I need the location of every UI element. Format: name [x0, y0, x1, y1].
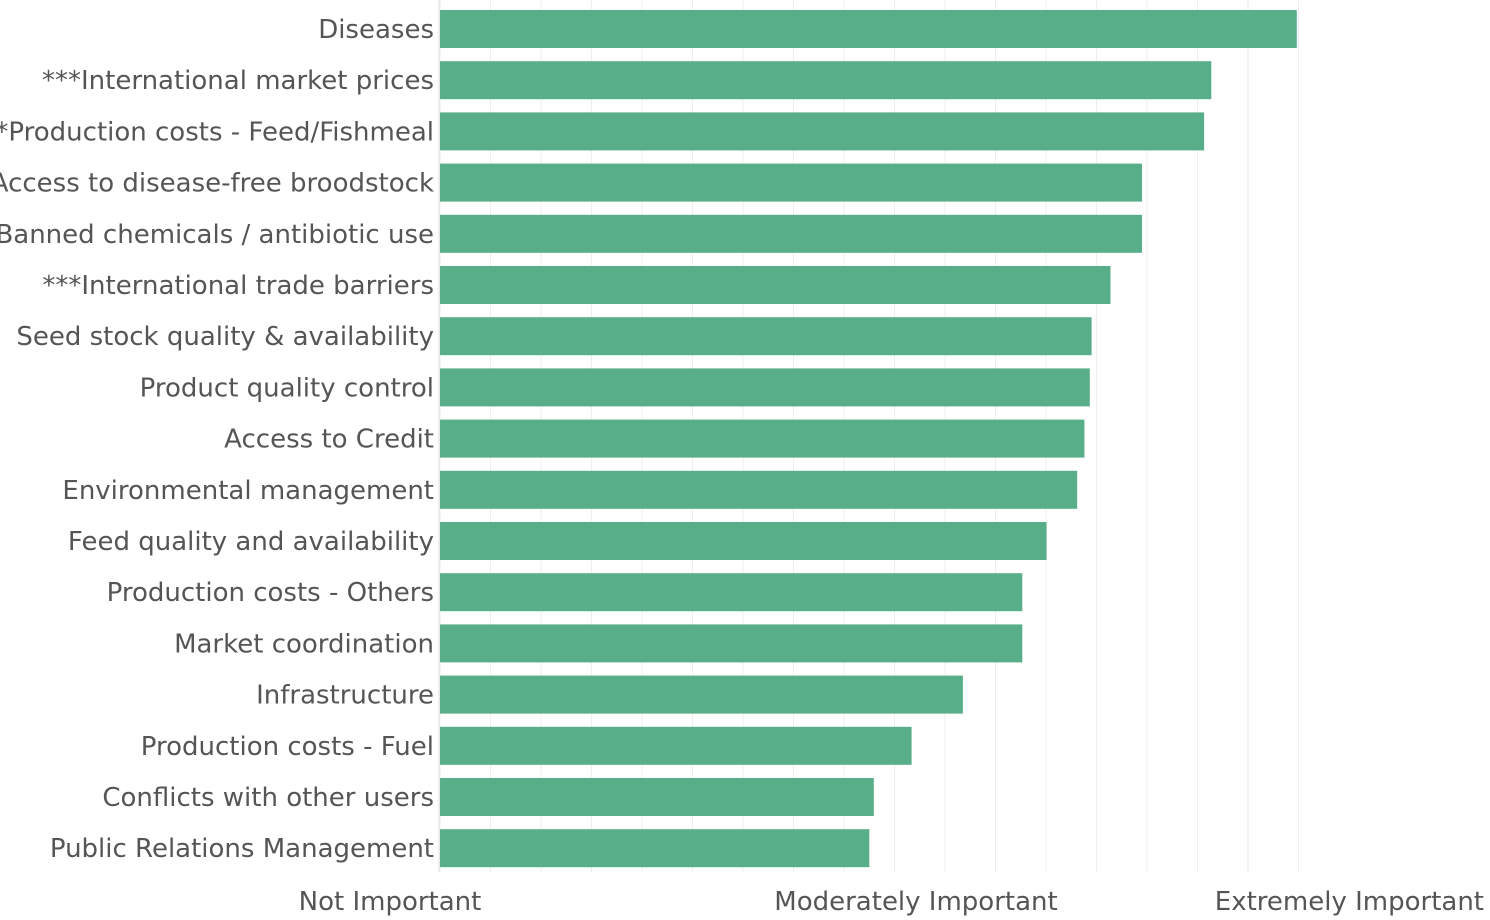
category-label: Public Relations Management	[50, 834, 434, 864]
bar	[440, 778, 874, 816]
bar	[440, 726, 912, 765]
category-label: Diseases	[318, 15, 434, 45]
category-label: Infrastructure	[256, 681, 434, 711]
bar	[440, 61, 1212, 100]
bar	[440, 266, 1111, 304]
bar	[440, 573, 1023, 612]
x-tick-label: Moderately Important	[774, 887, 1057, 916]
category-label: Seed stock quality & availability	[16, 322, 434, 352]
bar	[440, 470, 1078, 509]
bar	[440, 522, 1047, 560]
category-label: Banned chemicals / antibiotic use	[0, 220, 434, 250]
bar	[440, 624, 1023, 663]
category-label: ***Production costs - Feed/Fishmeal	[0, 117, 434, 147]
category-label: Market coordination	[174, 629, 434, 659]
bar	[440, 368, 1090, 407]
category-label: ***International market prices	[42, 66, 434, 96]
category-label: Environmental management	[62, 476, 434, 506]
category-label: Conflicts with other users	[102, 783, 434, 813]
bar	[440, 317, 1092, 356]
bar	[440, 163, 1142, 202]
bar	[440, 675, 963, 714]
category-label: Access to Credit	[224, 425, 434, 455]
category-label: ***International trade barriers	[42, 271, 434, 301]
category-label: Production costs - Fuel	[141, 732, 434, 762]
category-label: Access to disease-free broodstock	[0, 169, 434, 199]
bar	[440, 10, 1297, 48]
bar	[440, 112, 1205, 151]
bar	[440, 829, 870, 868]
category-label: Product quality control	[140, 373, 434, 403]
category-label: Feed quality and availability	[68, 527, 434, 557]
x-tick-label: Extremely Important	[1215, 887, 1484, 916]
category-label: Production costs - Others	[107, 578, 434, 608]
x-tick-label: Not Important	[299, 887, 482, 916]
bar	[440, 419, 1085, 458]
bar	[440, 214, 1142, 253]
